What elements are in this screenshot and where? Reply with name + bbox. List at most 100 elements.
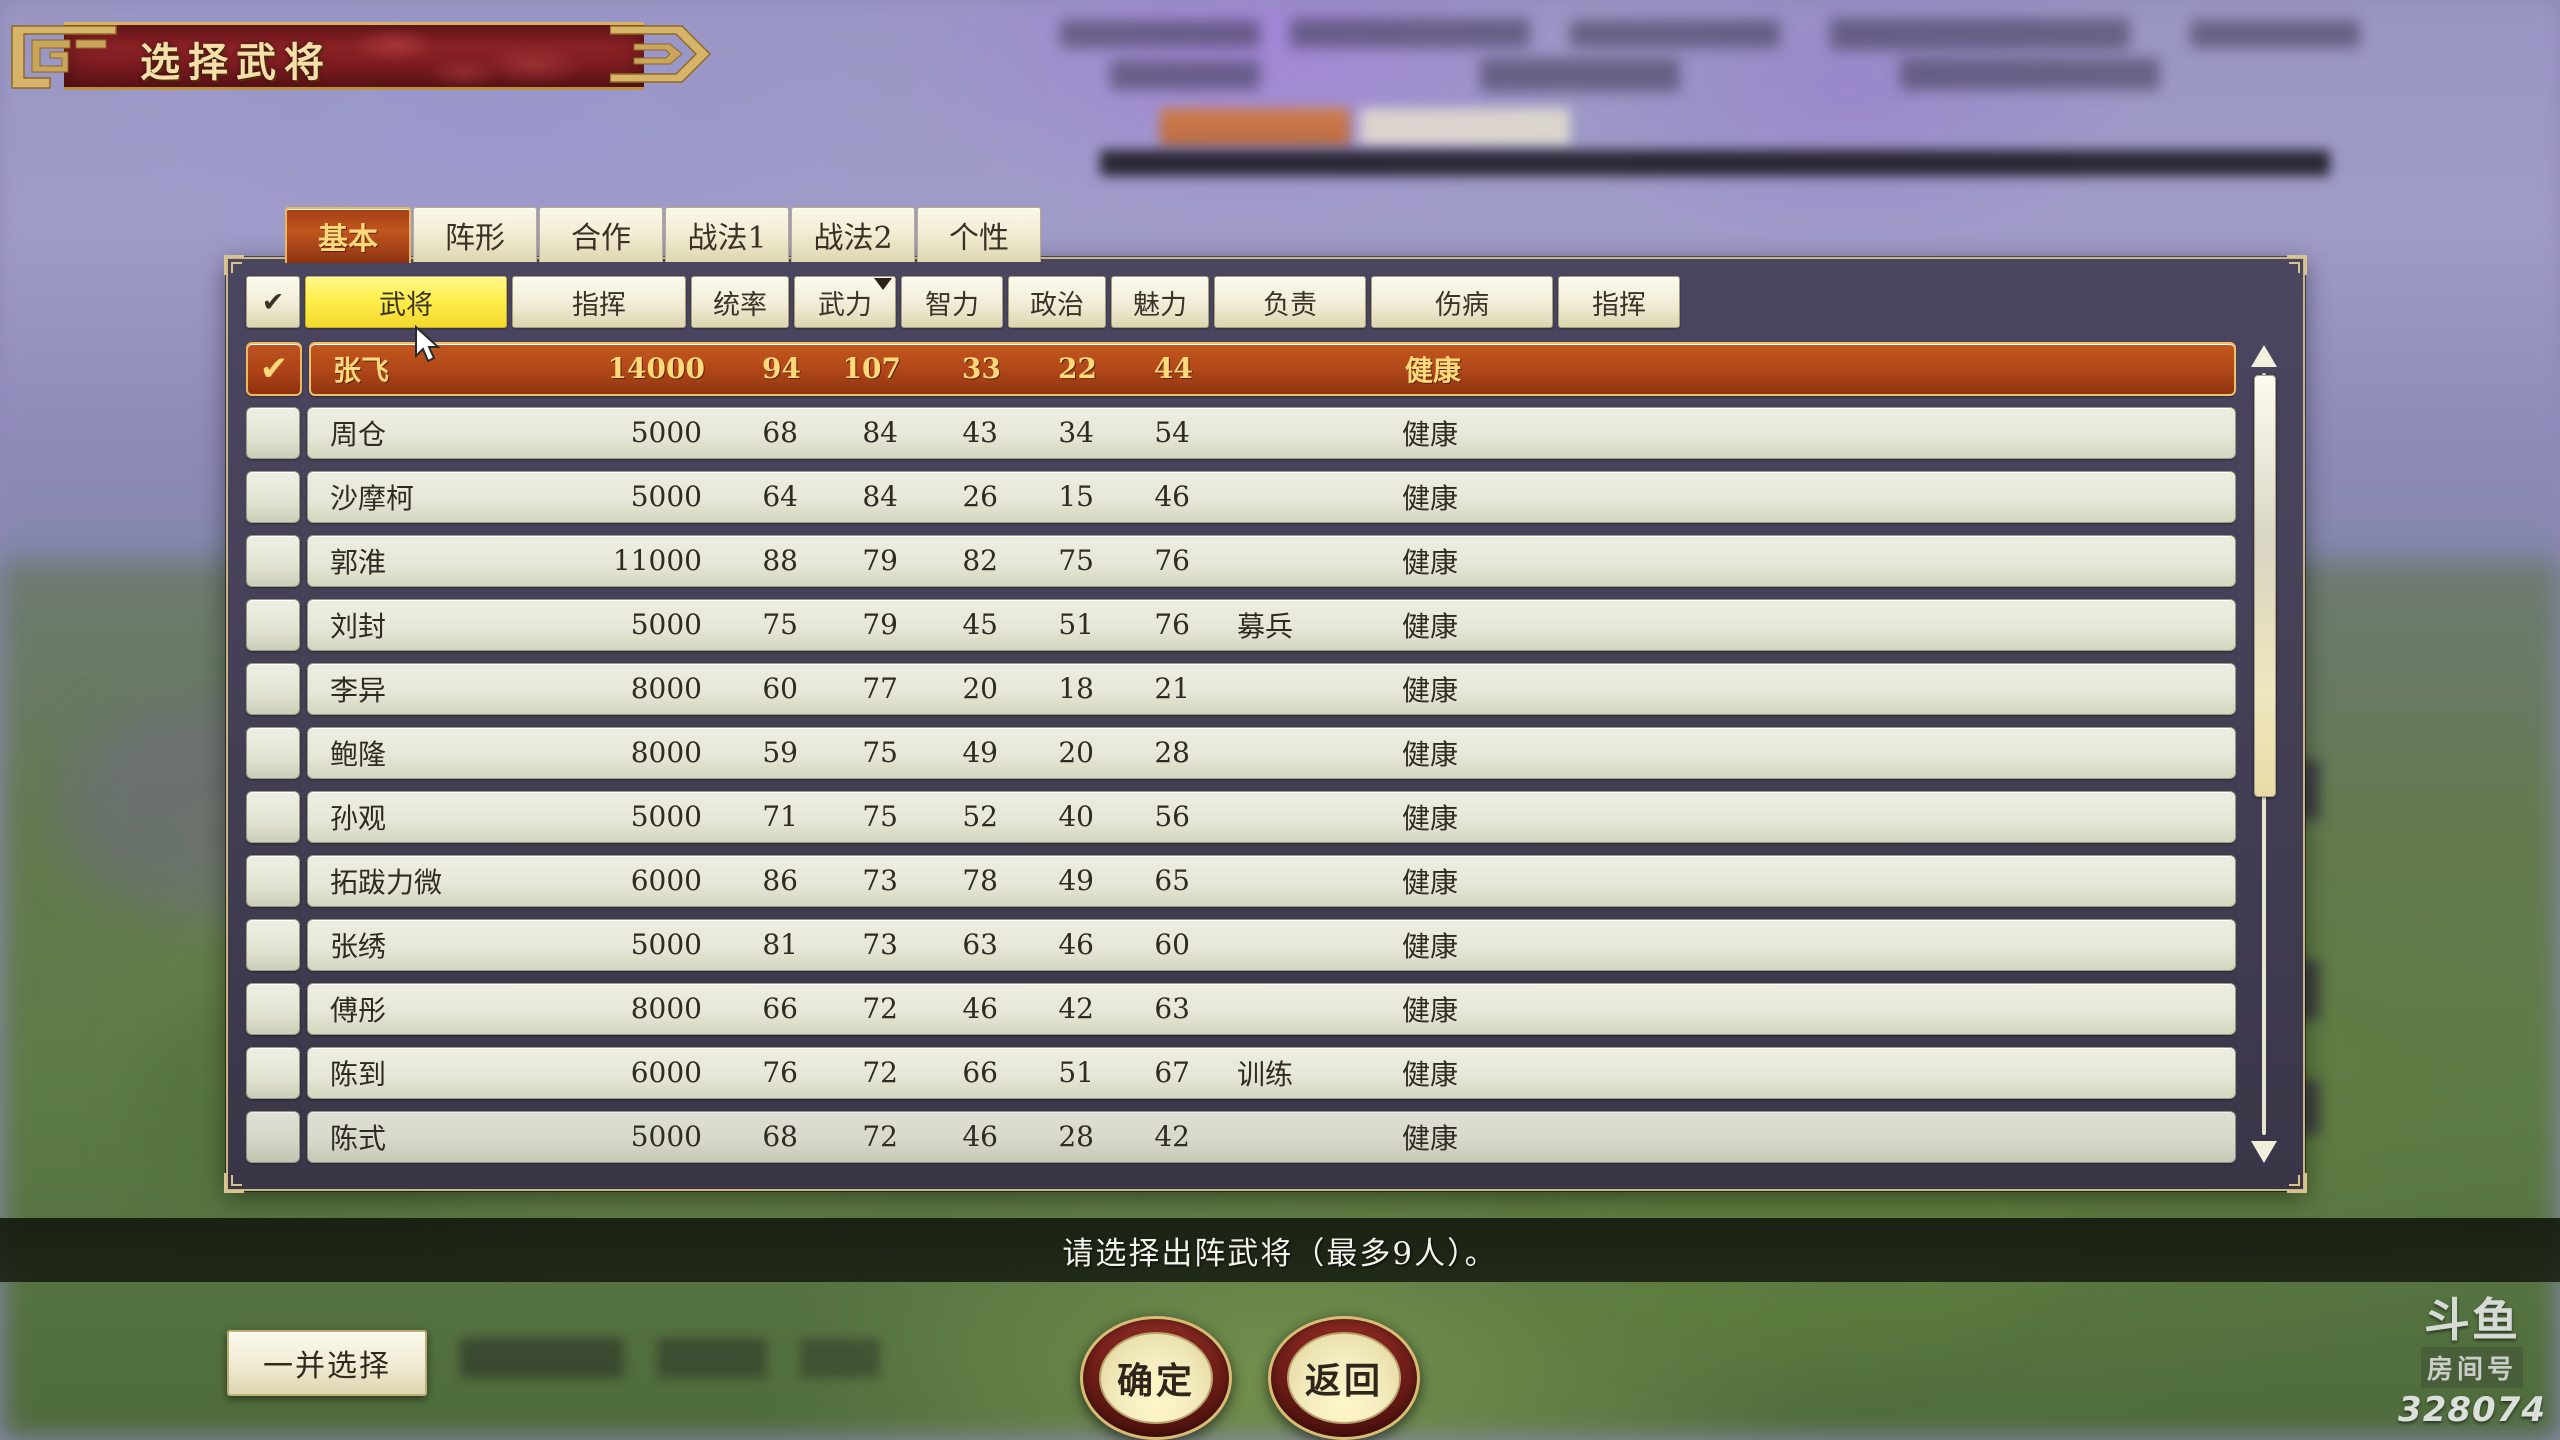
column-header-troops[interactable]: 指挥 [512,276,686,328]
cell-name: 刘封 [330,609,387,643]
cell-health: 健康 [1401,801,1458,835]
cell-war: 79 [862,608,898,641]
tab-5[interactable]: 个性 [917,207,1041,262]
row-checkbox[interactable] [246,534,300,587]
row-body[interactable]: 孙观 5000 71 75 52 40 56 健康 [307,790,2236,843]
table-row[interactable]: 孙观 5000 71 75 52 40 56 健康 [246,787,2236,846]
row-checkbox[interactable] [246,406,300,459]
cell-pol: 15 [1058,480,1094,513]
table-row[interactable]: ✔ 张飞 14000 94 107 33 22 44 健康 [246,339,2236,398]
tab-1[interactable]: 阵形 [413,207,537,262]
row-body[interactable]: 张飞 14000 94 107 33 22 44 健康 [309,341,2236,396]
row-checkbox[interactable] [246,1046,300,1099]
column-header-chr[interactable]: 魅力 [1111,276,1209,328]
row-checkbox[interactable] [246,982,300,1035]
cell-lead: 86 [762,864,798,897]
background-hud-panel-7 [1480,58,1680,92]
scroll-up-button[interactable] [2249,343,2279,369]
cell-name: 孙观 [330,801,387,835]
row-body[interactable]: 鲍隆 8000 59 75 49 20 28 健康 [307,726,2236,779]
table-row[interactable]: 周仓 5000 68 84 43 34 54 健康 [246,403,2236,462]
table-header-row[interactable]: ✔ 武将 指挥 统率 武力 智力 政治 魅力 负责 伤病 指挥 [246,275,1685,329]
cell-duty: 募兵 [1236,609,1293,643]
cell-chr: 46 [1154,480,1190,513]
row-body[interactable]: 陈式 5000 68 72 46 28 42 健康 [307,1110,2236,1163]
row-body[interactable]: 李异 8000 60 77 20 18 21 健康 [307,662,2236,715]
table-row[interactable]: 拓跋力微 6000 86 73 78 49 65 健康 [246,851,2236,910]
cell-name: 张飞 [333,353,390,387]
row-body[interactable]: 周仓 5000 68 84 43 34 54 健康 [307,406,2236,459]
row-checkbox[interactable] [246,1110,300,1163]
column-header-name[interactable]: 武将 [305,276,507,328]
tab-2[interactable]: 合作 [539,207,663,262]
column-header-int[interactable]: 智力 [901,276,1003,328]
row-checkbox[interactable] [246,726,300,779]
list-scrollbar[interactable] [2249,343,2279,1165]
column-header-pol[interactable]: 政治 [1008,276,1106,328]
tab-4[interactable]: 战法2 [791,207,915,262]
cell-health: 健康 [1401,417,1458,451]
table-row[interactable]: 沙摩柯 5000 64 84 26 15 46 健康 [246,467,2236,526]
cell-troops: 5000 [630,416,702,449]
column-header-command[interactable]: 指挥 [1558,276,1680,328]
row-checkbox[interactable] [246,790,300,843]
scrollbar-thumb[interactable] [2254,375,2276,797]
corner-ornament-top-right [2281,255,2307,281]
tab-bar[interactable]: 基本 阵形 合作 战法1 战法2 个性 [285,207,1043,263]
row-body[interactable]: 陈到 6000 76 72 66 51 67 训练 健康 [307,1046,2236,1099]
cell-lead: 66 [762,992,798,1025]
table-row[interactable]: 李异 8000 60 77 20 18 21 健康 [246,659,2236,718]
row-body[interactable]: 刘封 5000 75 79 45 51 76 募兵 健康 [307,598,2236,651]
table-row[interactable]: 刘封 5000 75 79 45 51 76 募兵 健康 [246,595,2236,654]
row-body[interactable]: 张绣 5000 81 73 63 46 60 健康 [307,918,2236,971]
row-checkbox[interactable]: ✔ [246,341,302,396]
row-body[interactable]: 拓跋力微 6000 86 73 78 49 65 健康 [307,854,2236,907]
row-checkbox[interactable] [246,662,300,715]
tab-0[interactable]: 基本 [285,207,411,263]
table-row[interactable]: 陈到 6000 76 72 66 51 67 训练 健康 [246,1043,2236,1102]
batch-select-button[interactable]: 一并选择 [227,1330,427,1396]
stream-watermark: 斗鱼 房间号 328074 [2398,1297,2546,1430]
row-checkbox[interactable] [246,470,300,523]
cell-int: 52 [962,800,998,833]
corner-ornament-bottom-left [224,1167,250,1193]
cell-troops: 11000 [612,544,702,577]
title-plate [64,22,644,90]
column-header-duty[interactable]: 负责 [1214,276,1366,328]
cell-pol: 51 [1058,608,1094,641]
cell-lead: 64 [762,480,798,513]
column-header-lead[interactable]: 统率 [691,276,789,328]
column-header-health[interactable]: 伤病 [1371,276,1553,328]
cell-pol: 75 [1058,544,1094,577]
cell-war: 84 [862,480,898,513]
row-checkbox[interactable] [246,598,300,651]
general-list[interactable]: ✔ 张飞 14000 94 107 33 22 44 健康 周仓 5000 68 84 43 34 54 健康沙… [246,339,2236,1169]
cell-troops: 14000 [607,352,705,385]
table-row[interactable]: 郭淮 11000 88 79 82 75 76 健康 [246,531,2236,590]
row-body[interactable]: 郭淮 11000 88 79 82 75 76 健康 [307,534,2236,587]
column-header-war[interactable]: 武力 [794,276,896,328]
cell-chr: 56 [1154,800,1190,833]
column-header-check[interactable]: ✔ [246,276,300,328]
cell-war: 72 [862,1056,898,1089]
table-row[interactable]: 陈式 5000 68 72 46 28 42 健康 [246,1107,2236,1166]
row-checkbox[interactable] [246,854,300,907]
table-row[interactable]: 傅彤 8000 66 72 46 42 63 健康 [246,979,2236,1038]
row-body[interactable]: 傅彤 8000 66 72 46 42 63 健康 [307,982,2236,1035]
background-cream-chip [1360,108,1570,146]
scroll-down-button[interactable] [2249,1139,2279,1165]
cell-war: 84 [862,416,898,449]
tab-3[interactable]: 战法1 [665,207,789,262]
table-row[interactable]: 鲍隆 8000 59 75 49 20 28 健康 [246,723,2236,782]
confirm-button[interactable]: 确定 [1080,1316,1232,1440]
row-checkbox[interactable] [246,918,300,971]
row-body[interactable]: 沙摩柯 5000 64 84 26 15 46 健康 [307,470,2236,523]
column-header-label-chr: 魅力 [1133,289,1187,321]
cell-name: 沙摩柯 [330,481,415,515]
cell-pol: 42 [1058,992,1094,1025]
cell-troops: 8000 [630,992,702,1025]
cell-int: 49 [962,736,998,769]
table-row[interactable]: 张绣 5000 81 73 63 46 60 健康 [246,915,2236,974]
back-button[interactable]: 返回 [1268,1316,1420,1440]
cell-troops: 6000 [630,864,702,897]
